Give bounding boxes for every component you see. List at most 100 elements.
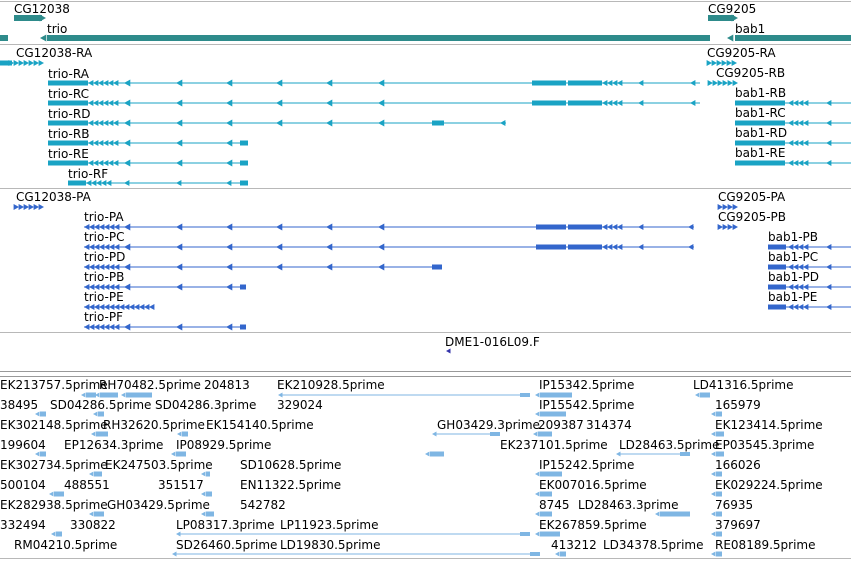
evidence-label[interactable]: 165979 <box>715 398 761 412</box>
transcript-label-bab1-rd[interactable]: bab1-RD <box>735 126 788 140</box>
evidence-label[interactable]: EP12634.3prime <box>64 438 164 452</box>
protein-label-cg12038-pa[interactable]: CG12038-PA <box>16 190 91 204</box>
evidence-label[interactable]: LD34378.5prime <box>603 538 704 552</box>
evidence-label[interactable]: EK213757.5prime <box>0 378 108 392</box>
transcript-label-trio-rf[interactable]: trio-RF <box>68 167 109 181</box>
protein-label-trio-pe[interactable]: trio-PE <box>84 290 124 304</box>
evidence-label[interactable]: EK267859.5prime <box>539 518 647 532</box>
transcript-label-trio-rd[interactable]: trio-RD <box>48 107 91 121</box>
evidence-label[interactable]: RM04210.5prime <box>14 538 118 552</box>
track-border-bottom <box>0 558 851 559</box>
evidence-label[interactable]: SD04286.3prime <box>155 398 257 412</box>
gene-label-cg9205[interactable]: CG9205 <box>708 2 757 16</box>
evidence-label[interactable]: LD28463.5prime <box>619 438 720 452</box>
evidence-label[interactable]: EN11322.5prime <box>240 478 342 492</box>
protein-label-trio-pc[interactable]: trio-PC <box>84 230 125 244</box>
evidence-label[interactable]: LP08317.3prime <box>176 518 275 532</box>
evidence-label[interactable]: 314374 <box>586 418 632 432</box>
evidence-label[interactable]: 500104 <box>0 478 46 492</box>
protein-label-cg9205-pa[interactable]: CG9205-PA <box>718 190 786 204</box>
evidence-label[interactable]: SD26460.5prime <box>176 538 278 552</box>
transcript-label-cg9205-ra[interactable]: CG9205-RA <box>707 46 776 60</box>
evidence-label[interactable]: EK302734.5prime <box>0 458 108 472</box>
transcript-label-cg12038-ra[interactable]: CG12038-RA <box>16 46 93 60</box>
exon-chevron <box>103 100 109 106</box>
protein-label-bab1-pb[interactable]: bab1-PB <box>768 230 819 244</box>
exon-chevron <box>607 244 613 250</box>
gene-label-trio[interactable]: trio <box>47 22 68 36</box>
evidence-label[interactable]: SD04286.5prime <box>50 398 152 412</box>
evidence-label[interactable]: 199604 <box>0 438 46 452</box>
evidence-label[interactable]: IP15242.5prime <box>539 458 635 472</box>
evidence-label[interactable]: 379697 <box>715 518 761 532</box>
transcript-label-bab1-rc[interactable]: bab1-RC <box>735 106 786 120</box>
clone-label-dme1-016l09-f[interactable]: DME1-016L09.F <box>445 335 540 349</box>
evidence-label[interactable]: EP03545.3prime <box>715 438 815 452</box>
evidence-label[interactable]: 542782 <box>240 498 286 512</box>
evidence-label[interactable]: RE08189.5prime <box>715 538 816 552</box>
evidence-label[interactable]: 166026 <box>715 458 761 472</box>
evidence-label[interactable]: 204813 <box>204 378 250 392</box>
evidence-label[interactable]: 413212 <box>551 538 597 552</box>
evidence-label[interactable]: IP15542.5prime <box>539 398 635 412</box>
exon-chevron <box>803 120 809 126</box>
evidence-label[interactable]: 332494 <box>0 518 46 532</box>
evidence-label[interactable]: 329024 <box>277 398 323 412</box>
protein-label-cg9205-pb[interactable]: CG9205-PB <box>718 210 787 224</box>
strand-arrow-left <box>226 243 233 251</box>
transcript-label-bab1-re[interactable]: bab1-RE <box>735 146 786 160</box>
transcript-label-trio-rc[interactable]: trio-RC <box>48 87 89 101</box>
evidence-label[interactable]: SD10628.5prime <box>240 458 342 472</box>
evidence-label[interactable]: 351517 <box>158 478 204 492</box>
gene-label-bab1[interactable]: bab1 <box>735 22 766 36</box>
protein-label-trio-pd[interactable]: trio-PD <box>84 250 126 264</box>
evidence-arrow <box>81 392 86 398</box>
evidence-label[interactable]: GH03429.5prime <box>107 498 210 512</box>
evidence-label[interactable]: LD41316.5prime <box>693 378 794 392</box>
evidence-label[interactable]: 8745 <box>539 498 570 512</box>
strand-arrow-left <box>176 159 183 167</box>
evidence-label[interactable]: EK247503.5prime <box>105 458 213 472</box>
protein-label-bab1-pe[interactable]: bab1-PE <box>768 290 818 304</box>
evidence-label[interactable]: EK302148.5prime <box>0 418 108 432</box>
evidence-label[interactable]: EK210928.5prime <box>277 378 385 392</box>
evidence-label[interactable]: RH70482.5prime <box>99 378 201 392</box>
evidence-label[interactable]: 330822 <box>70 518 116 532</box>
evidence-label[interactable]: EK237101.5prime <box>500 438 608 452</box>
evidence-label[interactable]: EK282938.5prime <box>0 498 108 512</box>
evidence-label[interactable]: LP11923.5prime <box>280 518 379 532</box>
gene-label-cg12038[interactable]: CG12038 <box>14 2 70 16</box>
evidence-label[interactable]: IP08929.5prime <box>176 438 272 452</box>
evidence-label[interactable]: GH03429.3prime <box>437 418 540 432</box>
protein-label-trio-pf[interactable]: trio-PF <box>84 310 124 324</box>
evidence-label[interactable]: LD19830.5prime <box>280 538 381 552</box>
evidence-label[interactable]: RH32620.5prime <box>103 418 205 432</box>
strand-arrow-left <box>124 99 131 107</box>
protein-label-bab1-pd[interactable]: bab1-PD <box>768 270 820 284</box>
evidence-label[interactable]: 488551 <box>64 478 110 492</box>
transcript-label-trio-re[interactable]: trio-RE <box>48 147 89 161</box>
transcript-label-trio-ra[interactable]: trio-RA <box>48 67 89 81</box>
evidence-label[interactable]: EK029224.5prime <box>715 478 823 492</box>
protein-label-trio-pb[interactable]: trio-PB <box>84 270 125 284</box>
protein-label-bab1-pc[interactable]: bab1-PC <box>768 250 819 264</box>
transcript-label-bab1-rb[interactable]: bab1-RB <box>735 86 787 100</box>
protein-label-trio-pa[interactable]: trio-PA <box>84 210 124 224</box>
transcript-label-cg9205-rb[interactable]: CG9205-RB <box>716 66 786 80</box>
evidence-label[interactable]: EK154140.5prime <box>206 418 314 432</box>
exon-chevron <box>793 160 799 166</box>
strand-arrow-left <box>276 79 283 87</box>
evidence-label[interactable]: LD28463.3prime <box>578 498 679 512</box>
exon-chevron <box>94 324 100 330</box>
evidence-label[interactable]: IP15342.5prime <box>539 378 635 392</box>
evidence-label[interactable]: 209387 <box>538 418 584 432</box>
evidence-label[interactable]: EK007016.5prime <box>539 478 647 492</box>
exon-block <box>432 264 442 270</box>
evidence-block <box>490 432 500 436</box>
strand-arrow-left <box>226 323 233 331</box>
evidence-label[interactable]: 38495 <box>0 398 39 412</box>
evidence-label[interactable]: 76935 <box>715 498 754 512</box>
transcript-label-trio-rb[interactable]: trio-RB <box>48 127 90 141</box>
evidence-label[interactable]: EK123414.5prime <box>715 418 823 432</box>
exon-chevron <box>103 120 109 126</box>
